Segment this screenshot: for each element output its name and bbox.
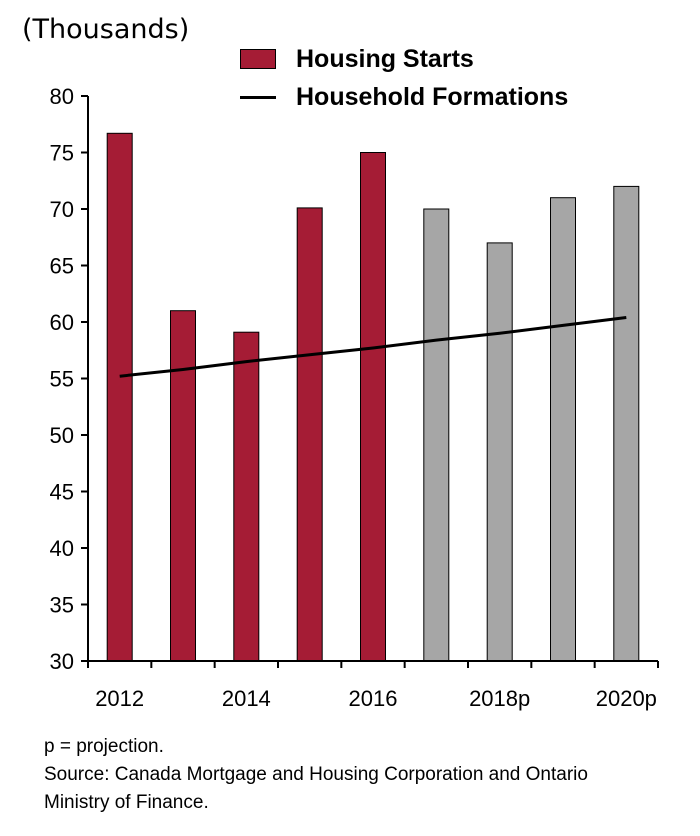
legend-label-household-formations: Household Formations: [296, 82, 569, 111]
x-tick-label: 2016: [349, 686, 398, 711]
y-tick-label: 50: [50, 423, 74, 448]
y-tick-label: 70: [50, 197, 74, 222]
bar-2019: [550, 197, 576, 662]
legend: Housing Starts Household Formations: [240, 40, 568, 116]
legend-swatch-line: [240, 95, 276, 99]
legend-item-household-formations: Household Formations: [240, 78, 568, 116]
y-tick-label: 55: [50, 367, 74, 392]
y-tick-label: 65: [50, 254, 74, 279]
axes-layer: 30 35 40 45 50 55 60 65 70 75 80 2012 2014 2016 2018p 2…: [50, 84, 659, 711]
y-tick-label: 45: [50, 480, 74, 505]
y-tick-label: 40: [50, 536, 74, 561]
projection-note: p = projection.: [44, 736, 164, 757]
bars-layer: [106, 132, 640, 662]
x-tick-label: 2018p: [469, 686, 530, 711]
source-note-continued: Ministry of Finance.: [44, 792, 209, 813]
legend-swatch-bar: [240, 49, 276, 69]
bar-2012: [106, 132, 133, 662]
bar-2014: [233, 331, 260, 662]
x-tick-label: 2014: [222, 686, 271, 711]
legend-label-housing-starts: Housing Starts: [296, 44, 474, 73]
bar-2020p: [613, 185, 640, 662]
household-formations-line: [119, 316, 627, 378]
bar-2015: [296, 207, 323, 662]
source-note: Source: Canada Mortgage and Housing Corp…: [44, 764, 588, 785]
y-tick-label: 35: [50, 593, 74, 618]
bar-2016: [360, 152, 386, 662]
y-tick-label: 60: [50, 310, 74, 335]
units-label: (Thousands): [22, 14, 190, 45]
line-layer: [119, 316, 627, 378]
bar-2017: [423, 208, 450, 662]
x-tick-label: 2012: [95, 686, 144, 711]
y-tick-label: 80: [50, 84, 74, 109]
y-tick-label: 75: [50, 141, 74, 166]
y-tick-label: 30: [50, 649, 74, 674]
legend-item-housing-starts: Housing Starts: [240, 40, 568, 78]
chart-notes: p = projection. Source: Canada Mortgage …: [44, 733, 588, 817]
bar-2018p: [486, 242, 513, 662]
x-tick-label: 2020p: [596, 686, 657, 711]
bar-2013: [170, 310, 196, 662]
